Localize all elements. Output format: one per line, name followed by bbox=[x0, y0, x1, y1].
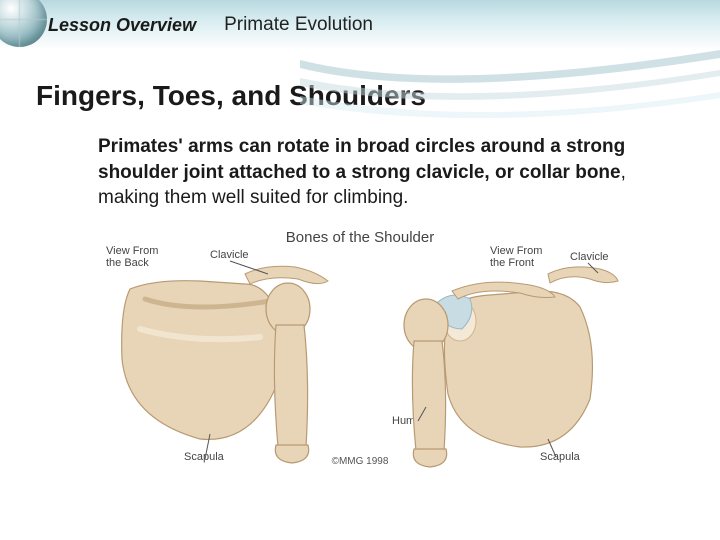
shoulder-diagram: Bones of the Shoulder View From the Back… bbox=[100, 229, 620, 469]
bone-svg bbox=[100, 229, 620, 469]
lesson-overview-label: Lesson Overview bbox=[48, 15, 196, 36]
diagram-copyright: ©MMG 1998 bbox=[332, 456, 389, 467]
globe-icon bbox=[0, 0, 47, 47]
chapter-title: Primate Evolution bbox=[224, 14, 373, 36]
body-paragraph: Primates' arms can rotate in broad circl… bbox=[98, 134, 644, 211]
section-title: Fingers, Toes, and Shoulders bbox=[36, 80, 684, 112]
slide-header: Lesson Overview Primate Evolution bbox=[0, 0, 720, 50]
diagram-container: Bones of the Shoulder View From the Back… bbox=[36, 229, 684, 469]
body-bold: Primates' arms can rotate in broad circl… bbox=[98, 136, 625, 183]
slide-content: Fingers, Toes, and Shoulders Primates' a… bbox=[0, 50, 720, 469]
